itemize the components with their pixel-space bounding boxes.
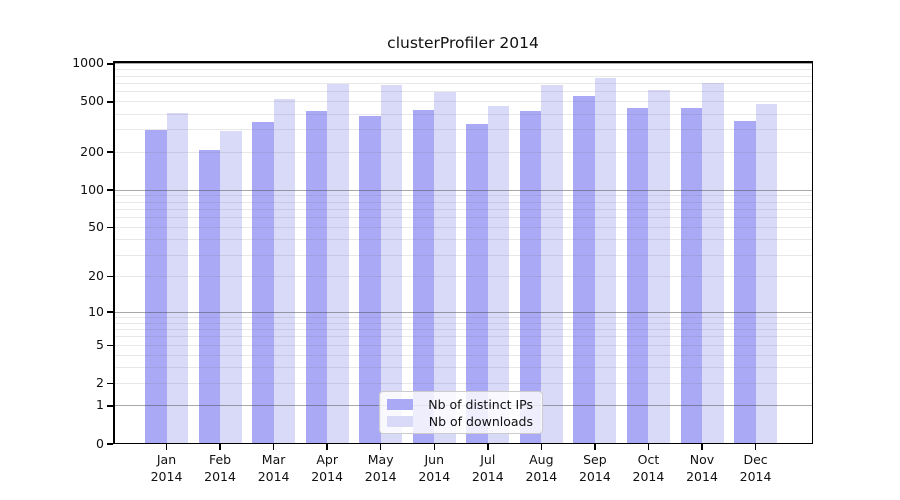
bar-downloads-jul [487, 106, 510, 444]
x-axis-spine [113, 442, 813, 444]
x-tick-label-may: May 2014 [364, 452, 397, 484]
right-spine [811, 61, 813, 444]
y-tick-label-1: 1 [96, 397, 104, 413]
y-tick-mark-500 [107, 101, 113, 103]
x-tick-mark-sep [594, 444, 596, 450]
chart-title: clusterProfiler 2014 [387, 34, 539, 52]
x-tick-label-feb: Feb 2014 [204, 452, 236, 484]
bar-ips-apr [305, 110, 328, 444]
y-tick-label-2: 2 [96, 375, 104, 391]
x-tick-mark-mar [272, 444, 275, 450]
y-tick-label-10: 10 [88, 303, 104, 319]
bar-ips-dec [734, 120, 756, 444]
y-tick-mark-2 [107, 382, 113, 385]
y-tick-label-1000: 1000 [72, 55, 104, 71]
bar-ips-jul [466, 123, 488, 444]
bar-downloads-nov [702, 83, 724, 444]
x-tick-mark-nov [701, 444, 703, 450]
legend-label-ips: Nb of distinct IPs [428, 397, 533, 412]
legend: Nb of distinct IPs Nb of downloads [379, 391, 543, 434]
y-tick-label-100: 100 [80, 181, 104, 197]
bar-downloads-feb [220, 131, 242, 444]
bar-downloads-sep [594, 77, 617, 444]
top-spine [113, 61, 813, 63]
bar-ips-aug [519, 110, 542, 444]
ticks-layer: 0 1 2 5 10 20 50 100 200 500 1000 Jan 2014 Feb 2014 M… [72, 56, 813, 484]
y-tick-mark-200 [107, 151, 113, 153]
y-tick-label-500: 500 [80, 93, 104, 109]
bar-downloads-oct [648, 89, 670, 444]
y-tick-label-0: 0 [96, 435, 104, 451]
y-tick-mark-50 [107, 226, 113, 229]
x-tick-label-jul: Jul 2014 [471, 452, 504, 484]
bar-ips-jun [412, 110, 435, 444]
legend-item-downloads: Nb of downloads [387, 414, 533, 429]
bar-downloads-apr [327, 84, 349, 444]
bar-ips-sep [573, 96, 595, 444]
x-tick-mark-oct [647, 444, 650, 450]
y-tick-mark-10 [107, 311, 113, 313]
x-tick-label-sep: Sep 2014 [578, 452, 611, 484]
bar-ips-mar [252, 122, 274, 444]
y-tick-mark-1 [107, 405, 113, 407]
bar-downloads-aug [541, 85, 563, 444]
y-tick-mark-20 [107, 275, 113, 278]
y-tick-mark-1000 [107, 63, 113, 65]
y-tick-label-5: 5 [96, 336, 104, 352]
x-tick-mark-aug [540, 444, 543, 450]
x-tick-label-nov: Nov 2014 [686, 452, 718, 484]
y-tick-label-50: 50 [88, 219, 104, 235]
legend-item-ips: Nb of distinct IPs [387, 397, 533, 412]
y-axis-spine [113, 61, 115, 444]
x-tick-mark-jan [165, 444, 168, 450]
bar-downloads-mar [273, 98, 296, 444]
legend-label-downloads: Nb of downloads [428, 414, 533, 429]
bar-ips-oct [626, 108, 649, 444]
bar-downloads-dec [755, 103, 778, 444]
bar-downloads-jun [434, 91, 456, 444]
x-tick-mark-dec [754, 444, 757, 450]
bar-downloads-jan [166, 113, 188, 444]
legend-swatch-ips [387, 398, 413, 411]
x-tick-label-aug: Aug 2014 [525, 452, 558, 484]
x-tick-label-jun: Jun 2014 [418, 452, 451, 484]
x-tick-mark-jul [487, 444, 489, 450]
y-tick-mark-0 [107, 443, 113, 445]
bar-ips-feb [198, 149, 221, 444]
x-tick-mark-feb [219, 444, 221, 450]
bar-downloads-may [380, 85, 403, 444]
bars-layer [113, 61, 813, 444]
x-tick-label-mar: Mar 2014 [257, 452, 290, 484]
y-tick-label-200: 200 [80, 143, 104, 159]
x-tick-label-apr: Apr 2014 [311, 452, 344, 484]
plot-area: 0 1 2 5 10 20 50 100 200 500 1000 Jan 2014 Feb 2014 M… [72, 56, 813, 484]
bar-ips-may [359, 116, 381, 444]
x-tick-mark-apr [326, 444, 328, 450]
x-tick-mark-jun [433, 444, 435, 450]
x-tick-label-dec: Dec 2014 [739, 452, 772, 484]
y-tick-mark-5 [107, 344, 113, 347]
y-tick-label-20: 20 [88, 267, 104, 283]
legend-swatch-downloads [387, 415, 413, 428]
bar-ips-jan [145, 129, 167, 444]
bar-ips-nov [680, 108, 702, 444]
y-tick-mark-100 [107, 189, 113, 191]
x-tick-label-oct: Oct 2014 [632, 452, 665, 484]
x-tick-mark-may [379, 444, 382, 450]
x-tick-label-jan: Jan 2014 [150, 452, 183, 484]
